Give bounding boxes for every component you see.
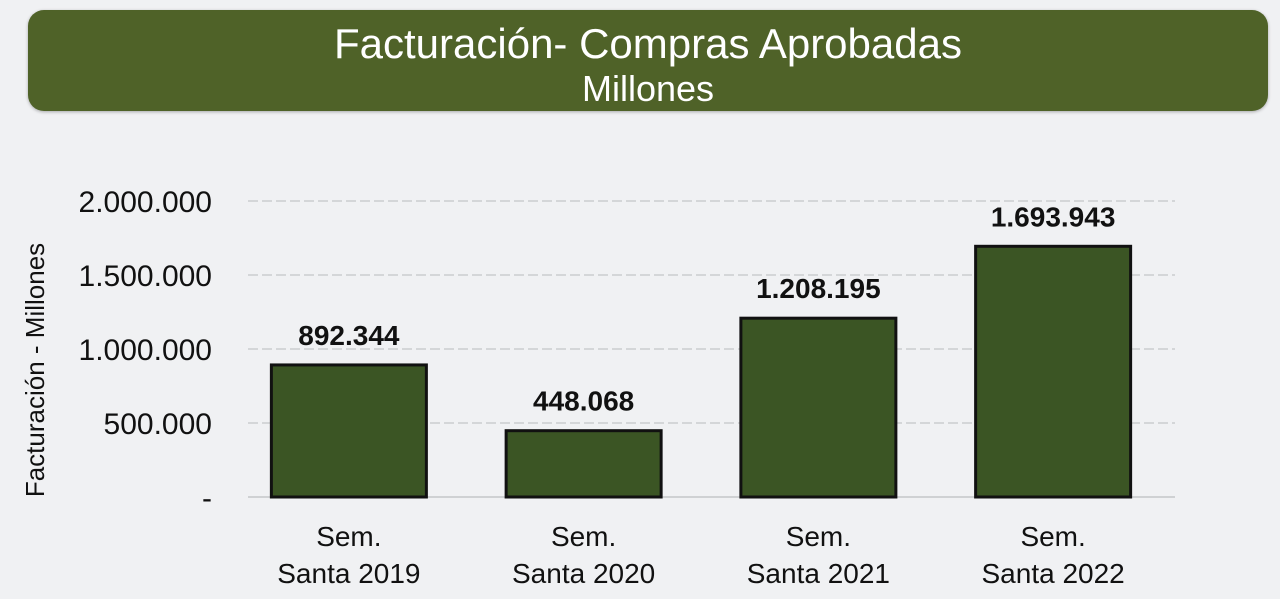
chart-subtitle: Millones bbox=[581, 68, 715, 109]
data-label: 1.693.943 bbox=[991, 201, 1116, 232]
x-tick-label: Santa 2020 bbox=[512, 558, 655, 589]
bar bbox=[504, 429, 663, 499]
y-tick-label: 2.000.000 bbox=[79, 186, 212, 219]
x-tick-label: Sem. bbox=[551, 521, 616, 552]
x-tick-label: Sem. bbox=[316, 521, 381, 552]
x-tick-label: Sem. bbox=[1020, 521, 1085, 552]
x-tick-label: Sem. bbox=[786, 521, 851, 552]
bar bbox=[974, 244, 1133, 499]
bar bbox=[739, 316, 898, 499]
y-axis-label: Facturación - Millones bbox=[20, 243, 50, 497]
data-label: 448.068 bbox=[533, 386, 634, 417]
bar bbox=[269, 363, 428, 499]
data-label: 1.208.195 bbox=[756, 273, 881, 304]
y-tick-label: 500.000 bbox=[104, 408, 212, 441]
chart-title: Facturación- Compras Aprobadas bbox=[334, 20, 962, 67]
y-tick-label: - bbox=[202, 482, 212, 515]
x-tick-label: Santa 2022 bbox=[982, 558, 1125, 589]
x-tick-label: Santa 2021 bbox=[747, 558, 890, 589]
y-tick-label: 1.500.000 bbox=[79, 260, 212, 293]
x-tick-label: Santa 2019 bbox=[277, 558, 420, 589]
y-tick-label: 1.000.000 bbox=[79, 334, 212, 367]
data-label: 892.344 bbox=[298, 320, 400, 351]
chart-title-banner: Facturación- Compras Aprobadas Millones bbox=[28, 10, 1268, 111]
